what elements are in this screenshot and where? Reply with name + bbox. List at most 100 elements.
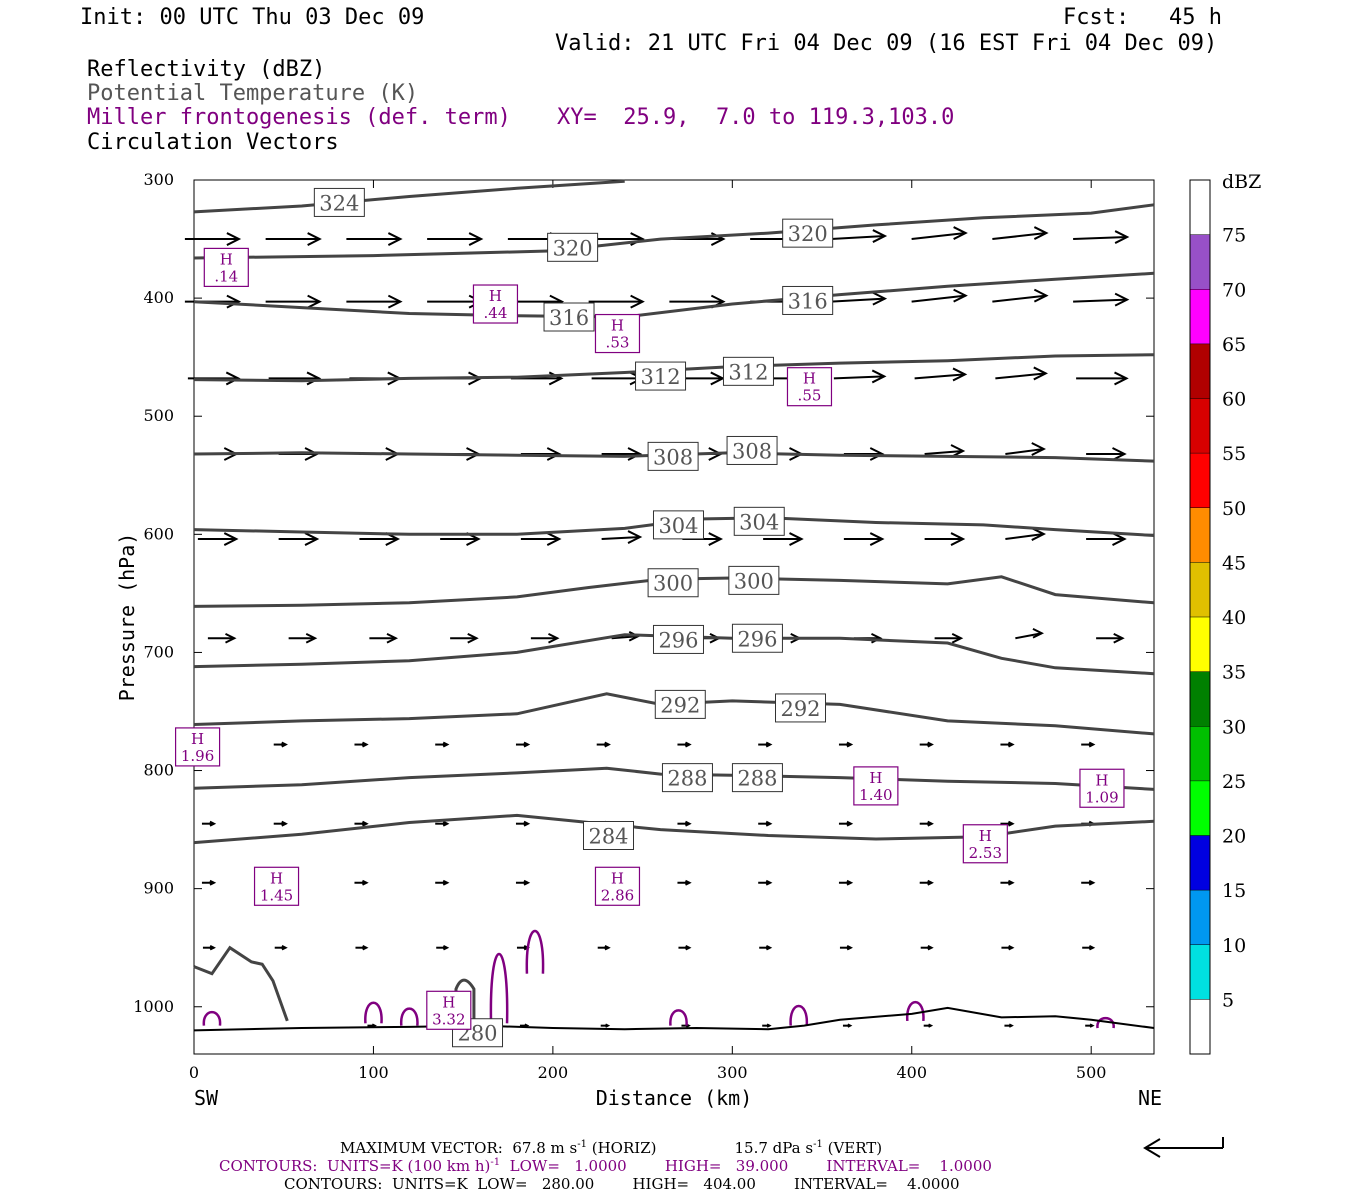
theta-contour-info: CONTOURS: UNITS=K LOW= 280.00 HIGH= 404.… bbox=[284, 1175, 960, 1193]
circulation-vector-head bbox=[226, 232, 242, 246]
max-vector-horiz: MAXIMUM VECTOR: 67.8 m s bbox=[340, 1139, 578, 1157]
circulation-vector-head bbox=[1031, 527, 1047, 541]
colorbar-label: 60 bbox=[1222, 389, 1246, 411]
circulation-vector-head bbox=[1008, 1023, 1014, 1028]
forecast-hour: Fcst: 45 h bbox=[1063, 5, 1222, 30]
theta-label: 308 bbox=[653, 445, 693, 469]
theta-label: 320 bbox=[788, 222, 828, 246]
colorbar-label: 35 bbox=[1222, 662, 1246, 684]
theta-label: 292 bbox=[660, 693, 700, 717]
x-axis-label: Distance (km) bbox=[596, 1086, 753, 1110]
x-tick-label: 200 bbox=[538, 1063, 569, 1082]
fronto-max-value: 3.32 bbox=[432, 1010, 465, 1028]
y-tick-label: 500 bbox=[143, 406, 174, 425]
fronto-max-box bbox=[472, 284, 519, 324]
circulation-vector-head bbox=[928, 1023, 934, 1028]
fronto-contour bbox=[489, 953, 509, 1024]
circulation-vector-head bbox=[846, 879, 854, 886]
circulation-vector-head bbox=[1088, 945, 1096, 951]
circulation-vector-head bbox=[305, 632, 318, 644]
x-tick-label: 100 bbox=[358, 1063, 389, 1082]
fronto-max-h: H bbox=[611, 869, 624, 887]
fronto-max-box bbox=[1079, 768, 1125, 808]
fronto-max-box bbox=[962, 824, 1008, 864]
colorbar-swatch bbox=[1190, 780, 1210, 836]
unit-exponent: -1 bbox=[813, 1139, 823, 1150]
ne-label: NE bbox=[1138, 1086, 1162, 1110]
circulation-vector bbox=[995, 372, 1046, 380]
theta-label: 308 bbox=[732, 439, 772, 463]
theta-label-box bbox=[728, 565, 780, 595]
theta-label-box bbox=[726, 435, 778, 465]
circulation-vector-head bbox=[927, 945, 934, 951]
circulation-vector-head bbox=[546, 447, 562, 461]
colorbar-swatch bbox=[1190, 999, 1210, 1054]
circulation-vector-head bbox=[1008, 945, 1015, 951]
field-frontogenesis: Miller frontogenesis (def. term) bbox=[87, 105, 511, 130]
colorbar-label: 50 bbox=[1222, 498, 1246, 520]
fronto-max-box bbox=[594, 313, 641, 354]
circulation-vector-head bbox=[1114, 371, 1129, 386]
theta-label-box bbox=[647, 441, 699, 471]
colorbar-label: 25 bbox=[1222, 771, 1246, 793]
circulation-vector-head bbox=[685, 820, 692, 827]
theta-label-box bbox=[543, 302, 595, 332]
max-vector-vert: 15.7 dPa s bbox=[734, 1139, 814, 1157]
circulation-vector-head bbox=[604, 741, 611, 748]
fronto-contour bbox=[789, 1004, 808, 1026]
colorbar: 5 10 15 20 25 30 35 40 45 50 55 60 65 70 75 dBZ bbox=[1189, 171, 1261, 1055]
circulation-vector bbox=[911, 232, 966, 241]
theta-contour-line bbox=[193, 945, 289, 1022]
circulation-vector-head bbox=[307, 232, 322, 246]
circulation-vector bbox=[830, 235, 885, 241]
circulation-vector-head bbox=[765, 945, 773, 951]
circulation-vector bbox=[601, 536, 641, 541]
theta-label: 304 bbox=[739, 510, 779, 534]
max-vector-horiz-tag: (HORIZ) bbox=[586, 1139, 657, 1157]
circulation-vector bbox=[911, 294, 966, 303]
init-time: Init: 00 UTC Thu 03 Dec 09 bbox=[80, 5, 425, 30]
circulation-vector-head bbox=[927, 741, 934, 748]
circulation-vector-head bbox=[1113, 632, 1125, 644]
max-vector-line: MAXIMUM VECTOR: 67.8 m s-1 (HORIZ) 15.7 d… bbox=[340, 1139, 882, 1157]
theta-contour-line bbox=[193, 271, 1155, 319]
colorbar-swatch bbox=[1190, 234, 1210, 290]
theta-label-box bbox=[731, 763, 783, 793]
unit-exponent: -1 bbox=[577, 1139, 587, 1150]
circulation-vector bbox=[611, 635, 639, 640]
theta-label-box bbox=[782, 285, 834, 315]
circulation-vector-head bbox=[1031, 442, 1047, 456]
y-axis-label: Pressure (hPa) bbox=[115, 533, 139, 702]
fronto-contour bbox=[525, 929, 545, 974]
circulation-vector-head bbox=[765, 741, 773, 748]
theta-label: 320 bbox=[553, 236, 593, 260]
theta-label-box bbox=[775, 693, 827, 723]
circulation-vector-head bbox=[546, 532, 562, 546]
fronto-max-h: H bbox=[442, 993, 455, 1011]
colorbar-swatch bbox=[1190, 343, 1210, 399]
circulation-vector-head bbox=[225, 371, 241, 386]
circulation-vector bbox=[1073, 298, 1128, 303]
circulation-vector-head bbox=[1112, 447, 1127, 461]
colorbar-label: 65 bbox=[1222, 334, 1246, 356]
fronto-max-box bbox=[594, 866, 641, 906]
fronto-max-h: H bbox=[979, 827, 992, 845]
theta-label: 312 bbox=[640, 365, 680, 389]
circulation-vector-head bbox=[847, 1023, 853, 1028]
fronto-max-value: 1.40 bbox=[859, 786, 892, 804]
circulation-vector-head bbox=[442, 741, 450, 748]
y-tick-label: 1000 bbox=[133, 997, 174, 1016]
circulation-vector-head bbox=[685, 945, 692, 951]
circulation-vector-head bbox=[281, 820, 288, 827]
fronto-max-h: H bbox=[869, 769, 882, 787]
theta-label: 324 bbox=[319, 191, 359, 215]
fronto-max-h: H bbox=[270, 869, 283, 887]
circulation-vector-head bbox=[209, 820, 217, 827]
fronto-max-h: H bbox=[803, 370, 816, 388]
colorbar-title: dBZ bbox=[1222, 171, 1261, 193]
circulation-vector-head bbox=[927, 879, 934, 886]
theta-contour-line bbox=[193, 179, 625, 214]
circulation-vector-head bbox=[442, 820, 450, 827]
fronto-max-value: .53 bbox=[606, 334, 630, 352]
circulation-vector bbox=[914, 373, 966, 380]
